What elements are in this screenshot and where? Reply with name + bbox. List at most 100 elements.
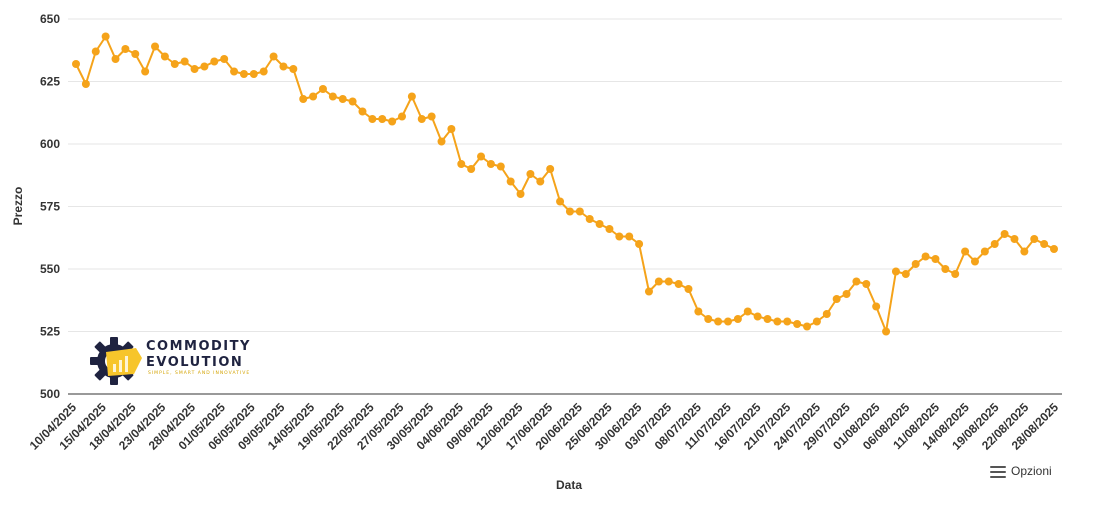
data-point[interactable] — [615, 232, 624, 241]
data-point[interactable] — [200, 62, 209, 71]
data-point[interactable] — [832, 295, 841, 303]
data-point[interactable] — [388, 117, 397, 126]
data-point[interactable] — [121, 45, 130, 53]
data-point[interactable] — [684, 285, 693, 293]
data-point[interactable] — [812, 317, 821, 326]
data-point[interactable] — [368, 115, 377, 123]
data-point[interactable] — [654, 277, 663, 286]
data-point[interactable] — [457, 160, 466, 168]
data-point[interactable] — [427, 112, 436, 121]
data-point[interactable] — [753, 312, 762, 321]
data-point[interactable] — [951, 270, 960, 278]
data-point[interactable] — [447, 125, 456, 133]
data-point[interactable] — [318, 85, 327, 93]
data-point[interactable] — [625, 232, 634, 241]
data-point[interactable] — [91, 47, 100, 56]
data-point[interactable] — [694, 307, 703, 316]
data-point[interactable] — [546, 165, 555, 173]
data-point[interactable] — [1030, 235, 1039, 243]
data-point[interactable] — [348, 97, 357, 106]
data-point[interactable] — [763, 315, 772, 323]
data-point[interactable] — [496, 162, 505, 171]
data-point[interactable] — [664, 277, 673, 286]
data-point[interactable] — [644, 287, 653, 296]
data-point[interactable] — [556, 197, 565, 206]
data-point[interactable] — [190, 65, 199, 73]
data-point[interactable] — [882, 327, 891, 336]
data-point[interactable] — [714, 317, 723, 326]
data-point[interactable] — [249, 70, 258, 78]
data-point[interactable] — [141, 67, 150, 76]
data-point[interactable] — [872, 302, 881, 311]
data-point[interactable] — [990, 240, 999, 248]
data-point[interactable] — [931, 255, 940, 263]
data-point[interactable] — [970, 257, 979, 266]
data-point[interactable] — [111, 55, 120, 63]
data-point[interactable] — [220, 55, 229, 63]
data-point[interactable] — [417, 115, 426, 123]
data-point[interactable] — [536, 177, 545, 186]
data-point[interactable] — [526, 170, 535, 178]
data-point[interactable] — [793, 320, 802, 328]
data-point[interactable] — [704, 315, 713, 323]
data-point[interactable] — [891, 267, 900, 276]
data-point[interactable] — [398, 112, 406, 121]
data-point[interactable] — [151, 42, 160, 51]
data-point[interactable] — [378, 115, 387, 123]
data-point[interactable] — [733, 315, 742, 323]
data-point[interactable] — [921, 252, 930, 261]
data-point[interactable] — [486, 160, 495, 168]
data-point[interactable] — [279, 62, 288, 71]
data-point[interactable] — [674, 280, 683, 288]
data-point[interactable] — [1050, 245, 1058, 253]
data-point[interactable] — [230, 67, 239, 76]
data-point[interactable] — [743, 307, 752, 316]
data-point[interactable] — [941, 265, 950, 273]
data-point[interactable] — [437, 137, 446, 146]
data-point[interactable] — [822, 310, 831, 318]
data-point[interactable] — [842, 290, 851, 298]
options-menu-button[interactable]: Opzioni — [990, 464, 1052, 478]
data-point[interactable] — [980, 247, 989, 256]
data-point[interactable] — [269, 52, 278, 61]
data-point[interactable] — [131, 50, 140, 58]
data-point[interactable] — [467, 165, 476, 173]
data-point[interactable] — [565, 207, 574, 216]
data-point[interactable] — [724, 317, 732, 326]
data-point[interactable] — [259, 67, 268, 76]
data-point[interactable] — [803, 322, 812, 331]
data-point[interactable] — [773, 317, 782, 326]
data-point[interactable] — [901, 270, 910, 278]
data-point[interactable] — [595, 220, 604, 228]
data-point[interactable] — [239, 70, 248, 78]
data-point[interactable] — [506, 177, 515, 186]
data-point[interactable] — [852, 277, 861, 286]
data-point[interactable] — [1010, 235, 1019, 243]
data-point[interactable] — [911, 260, 920, 268]
data-point[interactable] — [783, 317, 792, 326]
data-point[interactable] — [328, 92, 337, 101]
data-point[interactable] — [358, 107, 367, 116]
data-point[interactable] — [1040, 240, 1049, 248]
data-point[interactable] — [635, 240, 644, 248]
data-point[interactable] — [210, 57, 219, 66]
data-point[interactable] — [338, 95, 347, 103]
data-point[interactable] — [81, 80, 90, 88]
data-point[interactable] — [407, 92, 416, 101]
data-point[interactable] — [101, 32, 110, 41]
data-point[interactable] — [477, 152, 486, 161]
data-point[interactable] — [516, 190, 525, 198]
data-point[interactable] — [862, 280, 871, 288]
data-point[interactable] — [605, 225, 614, 233]
data-point[interactable] — [72, 60, 80, 68]
data-point[interactable] — [299, 95, 308, 103]
data-point[interactable] — [160, 52, 169, 61]
data-point[interactable] — [309, 92, 318, 101]
data-point[interactable] — [575, 207, 584, 216]
data-point[interactable] — [1020, 247, 1029, 256]
data-point[interactable] — [170, 60, 179, 68]
data-point[interactable] — [585, 215, 594, 223]
data-point[interactable] — [289, 65, 298, 73]
data-point[interactable] — [961, 247, 970, 256]
data-point[interactable] — [180, 57, 189, 66]
